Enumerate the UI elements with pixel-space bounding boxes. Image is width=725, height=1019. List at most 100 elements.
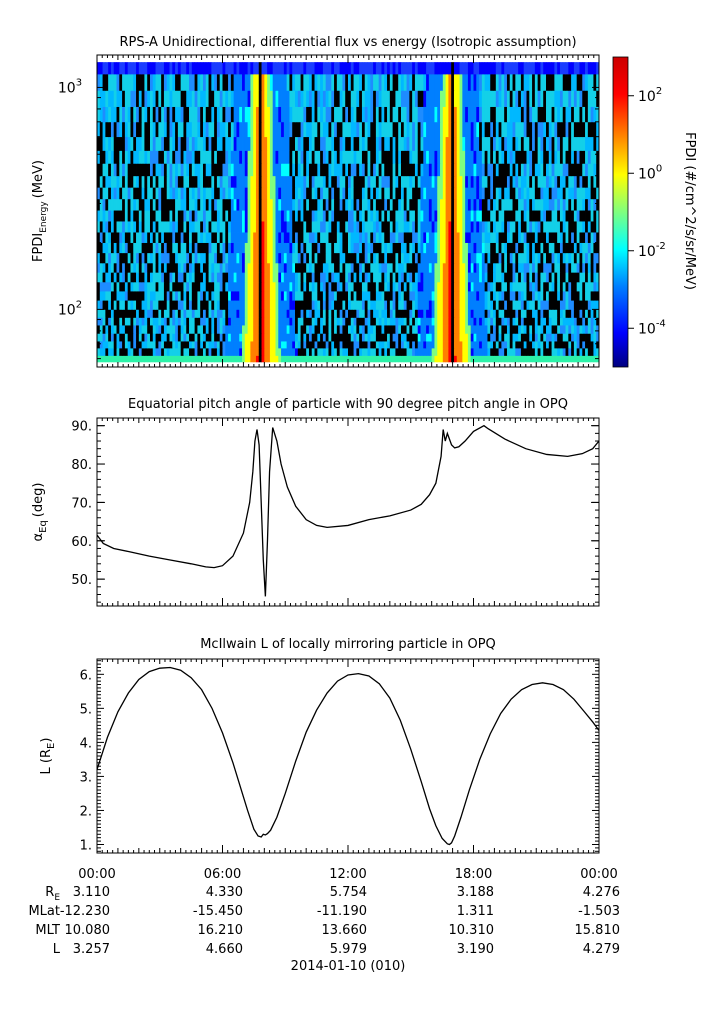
spectrogram-cell	[175, 291, 179, 301]
spectrogram-cell	[314, 106, 318, 123]
spectrogram-cell	[445, 309, 449, 318]
spectrogram-cell	[518, 232, 522, 243]
spectrogram-cell	[211, 309, 215, 318]
spectrogram-cell	[202, 300, 207, 310]
spectrogram-cell	[228, 106, 232, 123]
spectrogram-cell	[119, 121, 123, 138]
spectrogram-cell	[512, 210, 516, 222]
spectrogram-cell	[571, 252, 575, 264]
spectrogram-cell	[456, 136, 460, 151]
spectrogram-cell	[493, 347, 497, 356]
spectrogram-cell	[110, 232, 115, 243]
spectrogram-cell	[219, 281, 223, 292]
spectrogram-cell	[451, 163, 455, 177]
spectrogram-cell	[172, 341, 176, 349]
spectrogram-cell	[479, 175, 483, 188]
spectrogram-cell	[147, 300, 151, 310]
spectrogram-cell	[398, 309, 402, 318]
spectrogram-cell	[130, 281, 134, 292]
spectrogram-cell	[255, 198, 260, 211]
spectrogram-cell	[467, 150, 472, 164]
spectrogram-cell	[585, 291, 589, 301]
spectrogram-cell	[247, 150, 251, 164]
spectrogram-cell	[504, 198, 508, 211]
spectrogram-cell	[400, 325, 405, 334]
spectrogram-cell	[136, 300, 140, 310]
spectrogram-cell	[136, 106, 140, 123]
spectrogram-cell	[322, 262, 327, 273]
spectrogram-cell	[370, 317, 374, 326]
spectrogram-cell	[258, 281, 262, 292]
spectrogram-cell	[364, 252, 368, 264]
spectrogram-cell	[255, 347, 260, 356]
spectrogram-cell	[348, 232, 352, 243]
spectrogram-cell	[554, 281, 558, 292]
spectrogram-cell	[311, 291, 315, 301]
spectrogram-cell	[208, 210, 212, 222]
spectrogram-cell	[331, 325, 335, 334]
spectrogram-cell	[576, 281, 580, 292]
spectrogram-cell	[336, 347, 341, 356]
spectrogram-cell	[526, 175, 530, 188]
spectrogram-cell	[509, 175, 513, 188]
spectrogram-cell	[311, 309, 315, 318]
spectrogram-cell	[423, 136, 427, 151]
spectrogram-cell	[322, 333, 327, 342]
spectrogram-cell	[105, 232, 109, 243]
spectrogram-cell	[149, 198, 154, 211]
spectrogram-cell	[108, 317, 112, 326]
spectrogram-cell	[136, 333, 140, 342]
spectrogram-cell	[359, 242, 363, 254]
spectrogram-cell	[311, 325, 315, 334]
spectrogram-cell	[300, 232, 304, 243]
spectrogram-cell	[175, 300, 179, 310]
spectrogram-cell	[320, 175, 324, 188]
spectrogram-cell	[434, 272, 438, 283]
spectrogram-cell	[255, 232, 260, 243]
spectrogram-cell	[138, 106, 143, 123]
spectrogram-cell	[587, 187, 592, 200]
spectrogram-cell	[169, 121, 173, 138]
spectrogram-cell	[216, 90, 221, 107]
spectrogram-cell	[532, 90, 536, 107]
spectrogram-cell	[99, 252, 103, 264]
spectrogram-cell	[320, 221, 324, 233]
spectrogram-cell	[451, 252, 455, 264]
spectrogram-cell	[490, 341, 494, 349]
spectrogram-cell	[175, 90, 179, 107]
spectrogram-cell	[180, 210, 184, 222]
spectrogram-cell	[322, 221, 327, 233]
spectrogram-cell	[228, 333, 232, 342]
spectrogram-cell	[481, 333, 486, 342]
spectrogram-cell	[166, 309, 170, 318]
spectrogram-cell	[434, 309, 438, 318]
spectrogram-cell	[479, 198, 483, 211]
spectrogram-cell	[97, 309, 101, 318]
spectrogram-cell	[504, 175, 508, 188]
spectrogram-cell	[342, 187, 346, 200]
spectrogram-cell	[370, 333, 374, 342]
spectrogram-cell	[484, 252, 488, 264]
spectrogram-cell	[487, 333, 491, 342]
spectrogram-cell	[434, 325, 438, 334]
spectrogram-cell	[400, 187, 405, 200]
spectrogram-cell	[596, 242, 600, 254]
spectrogram-cell	[420, 62, 424, 75]
spectrogram-cell	[138, 291, 143, 301]
spectrogram-cell	[456, 252, 460, 264]
spectrogram-cell	[370, 272, 374, 283]
spectrogram-cell	[230, 281, 235, 292]
spectrogram-cell	[431, 232, 435, 243]
spectrogram-cell	[320, 355, 324, 363]
spectrogram-cell	[582, 136, 586, 151]
spectrogram-cell	[308, 341, 313, 349]
spectrogram-cell	[191, 341, 196, 349]
spectrogram-cell	[155, 121, 159, 138]
spectrogram-cell	[219, 262, 223, 273]
spectrogram-cell	[498, 252, 502, 264]
spectrogram-cell	[520, 347, 525, 356]
spectrogram-cell	[467, 252, 472, 264]
spectrogram-cell	[306, 272, 310, 283]
spectrogram-cell	[582, 262, 586, 273]
spectrogram-cell	[590, 150, 594, 164]
